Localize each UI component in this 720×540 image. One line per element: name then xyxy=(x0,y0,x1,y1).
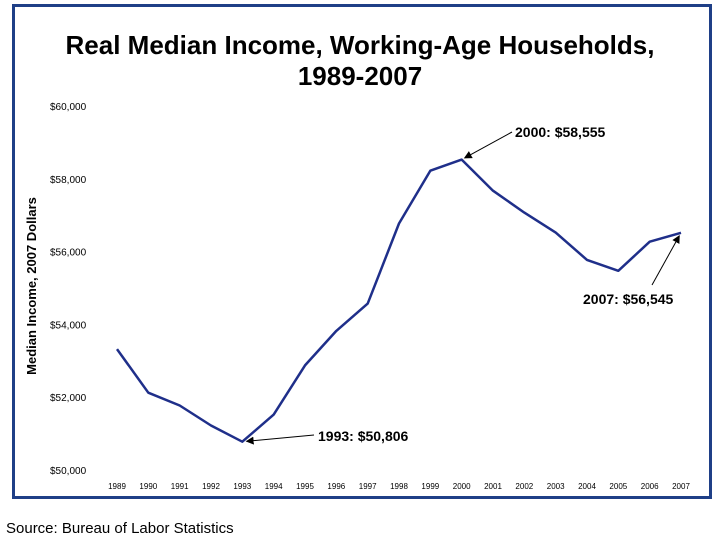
x-tick-label: 1996 xyxy=(327,482,345,491)
y-axis-label: Median Income, 2007 Dollars xyxy=(24,197,39,375)
y-tick-label: $60,000 xyxy=(50,102,87,113)
x-tick-label: 1998 xyxy=(390,482,408,491)
annotation-label: 2007: $56,545 xyxy=(583,291,674,307)
x-tick-label: 1992 xyxy=(202,482,220,491)
x-tick-label: 2004 xyxy=(578,482,596,491)
annotation-arrow xyxy=(651,235,680,286)
y-tick-label: $50,000 xyxy=(50,466,87,477)
annotation-label: 2000: $58,555 xyxy=(515,124,606,140)
y-ticks: $50,000 $52,000 $54,000 $56,000 $58,000 $60,0… xyxy=(50,102,87,477)
x-tick-label: 1995 xyxy=(296,482,314,491)
series-line xyxy=(115,158,682,443)
series-group xyxy=(115,158,682,443)
annotations-group: 2000: $58,555 1993: $50,806 2007: $56,545 xyxy=(245,124,680,445)
y-tick-label: $58,000 xyxy=(50,175,87,186)
x-tick-label: 1999 xyxy=(421,482,439,491)
x-ticks: 1989 1990 1991 1992 1993 1994 1995 1996 1997 1998… xyxy=(108,482,690,491)
line-chart: Median Income, 2007 Dollars $50,000 $52,0… xyxy=(24,102,690,491)
x-tick-label: 2001 xyxy=(484,482,502,491)
x-tick-label: 2003 xyxy=(547,482,565,491)
annotation-arrow xyxy=(463,131,513,159)
x-tick-label: 1991 xyxy=(171,482,189,491)
y-tick-label: $56,000 xyxy=(50,248,87,259)
chart-title-line2: 1989-2007 xyxy=(297,61,423,91)
x-tick-label: 2002 xyxy=(515,482,533,491)
x-tick-label: 1994 xyxy=(265,482,283,491)
x-tick-label: 2006 xyxy=(641,482,659,491)
source-note: Source: Bureau of Labor Statistics xyxy=(6,520,234,537)
x-tick-label: 1989 xyxy=(108,482,126,491)
x-tick-label: 2005 xyxy=(609,482,627,491)
x-tick-label: 2000 xyxy=(453,482,471,491)
x-tick-label: 1997 xyxy=(359,482,377,491)
annotation-arrow xyxy=(245,434,315,445)
annotation-label: 1993: $50,806 xyxy=(318,428,409,444)
x-tick-label: 2007 xyxy=(672,482,690,491)
slide-frame xyxy=(12,4,712,499)
y-tick-label: $54,000 xyxy=(50,320,87,331)
y-tick-label: $52,000 xyxy=(50,393,87,404)
x-tick-label: 1993 xyxy=(233,482,251,491)
x-tick-label: 1990 xyxy=(139,482,157,491)
chart-title-line1: Real Median Income, Working-Age Househol… xyxy=(65,30,655,60)
